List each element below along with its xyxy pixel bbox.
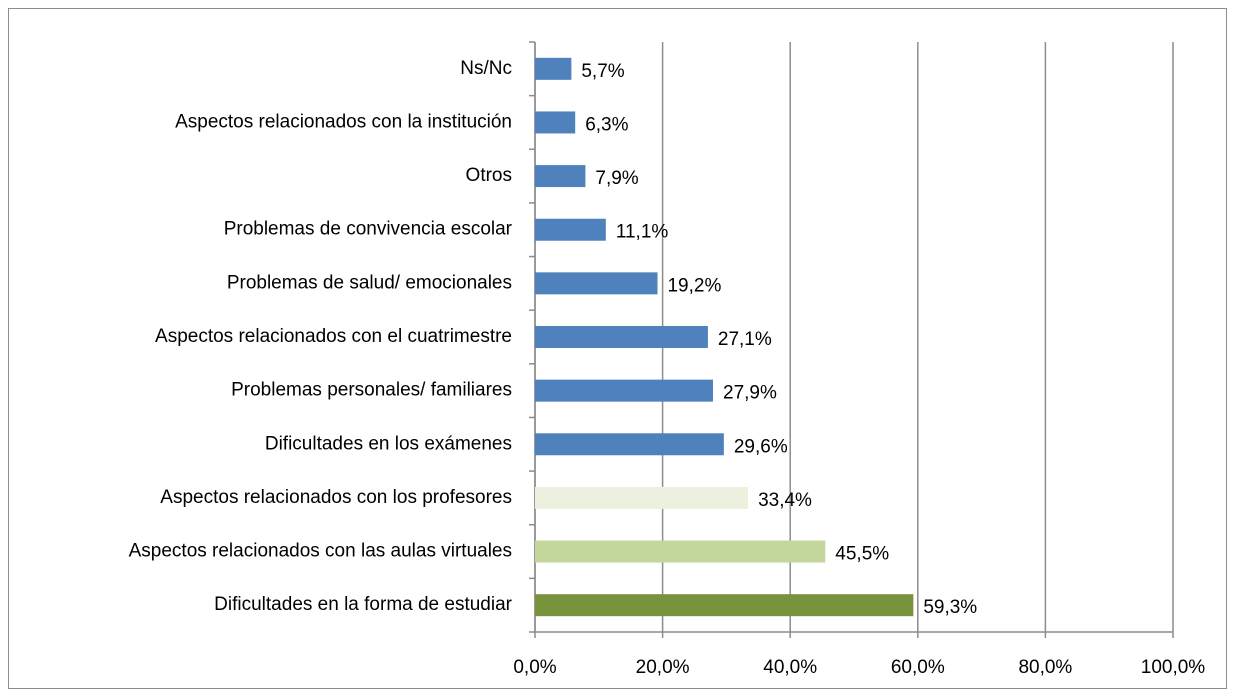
category-label: Problemas personales/ familiares [231, 380, 512, 401]
category-label: Dificultades en los exámenes [265, 433, 512, 454]
value-label: 59,3% [923, 597, 977, 618]
category-label: Otros [466, 165, 512, 186]
x-tick-label: 40,0% [763, 657, 817, 678]
bar [535, 57, 572, 80]
bar [535, 165, 586, 188]
bar [535, 540, 826, 563]
category-label: Dificultades en la forma de estudiar [214, 594, 512, 615]
value-label: 6,3% [585, 114, 628, 135]
bar [535, 272, 658, 295]
chart-border [8, 8, 1227, 689]
x-tick-label: 80,0% [1018, 657, 1072, 678]
x-tick-label: 20,0% [636, 657, 690, 678]
category-label: Ns/Nc [460, 58, 512, 79]
bar [535, 218, 606, 241]
value-label: 5,7% [581, 61, 624, 82]
category-label: Aspectos relacionados con las aulas virt… [129, 541, 512, 562]
value-label: 27,9% [723, 383, 777, 404]
value-label: 19,2% [667, 275, 721, 296]
category-label: Problemas de salud/ emocionales [227, 272, 512, 293]
category-label: Aspectos relacionados con los profesores [160, 487, 512, 508]
x-tick-label: 100,0% [1141, 657, 1206, 678]
value-label: 45,5% [835, 544, 889, 565]
category-label: Aspectos relacionados con el cuatrimestr… [155, 326, 512, 347]
value-label: 29,6% [734, 436, 788, 457]
category-label: Aspectos relacionados con la institución [175, 111, 512, 132]
bar [535, 594, 914, 617]
bar [535, 486, 749, 509]
value-label: 33,4% [758, 490, 812, 511]
bar [535, 326, 708, 348]
x-tick-label: 60,0% [891, 657, 945, 678]
value-label: 27,1% [718, 329, 772, 350]
value-label: 11,1% [616, 222, 669, 243]
bar [535, 433, 724, 456]
bar [535, 379, 714, 402]
category-label: Problemas de convivencia escolar [224, 219, 513, 240]
value-label: 7,9% [595, 168, 638, 189]
x-tick-label: 0,0% [513, 657, 556, 678]
bar [535, 111, 576, 134]
